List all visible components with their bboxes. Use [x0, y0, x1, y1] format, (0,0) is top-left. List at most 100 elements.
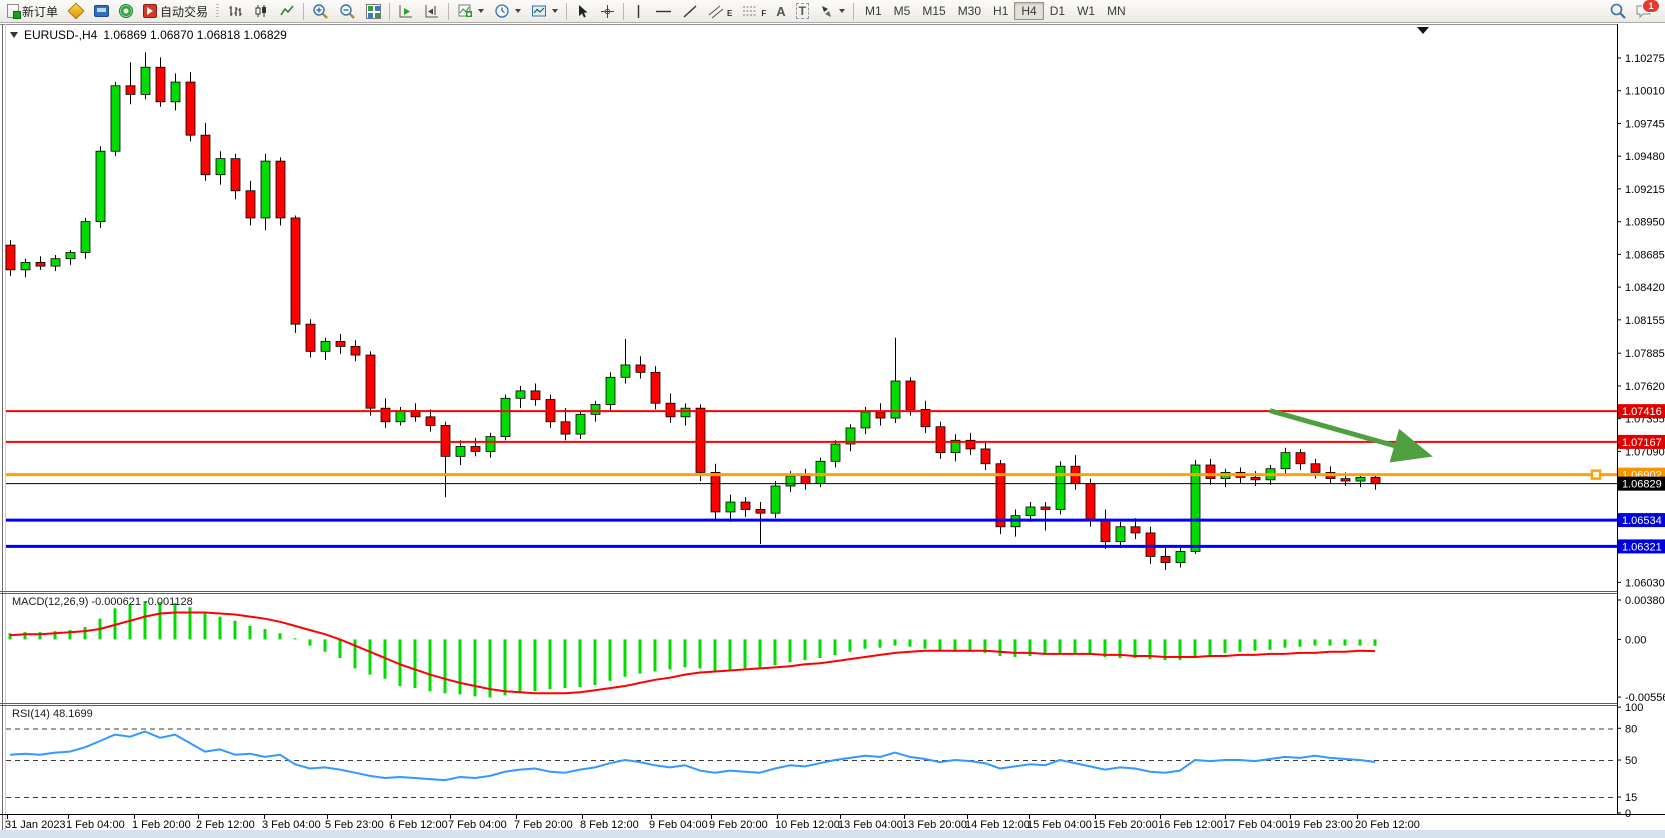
- crosshair-tool-button[interactable]: [595, 2, 620, 20]
- symbol-dropdown-icon[interactable]: [10, 32, 18, 38]
- cursor-tool-button[interactable]: [570, 2, 595, 20]
- horizontal-line-tool-button[interactable]: [650, 2, 677, 20]
- text-label-tool-button[interactable]: T: [791, 2, 814, 20]
- macd-histogram-bar: [38, 632, 42, 640]
- price-tick-label: 1.08155: [1625, 315, 1665, 327]
- time-tick-label: 7 Feb 20:00: [514, 819, 573, 831]
- toolbar-separator: [566, 2, 568, 20]
- tf-m15-button[interactable]: M15: [922, 4, 946, 18]
- trendline-icon: [683, 4, 697, 18]
- macd-histogram-bar: [998, 639, 1002, 656]
- search-icon[interactable]: [1609, 2, 1627, 20]
- macd-histogram-bar: [1358, 639, 1362, 646]
- time-tick-label: 15 Feb 04:00: [1027, 819, 1092, 831]
- time-tick-label: 9 Feb 20:00: [709, 819, 768, 831]
- rsi-indicator-label: RSI(14) 48.1699: [12, 708, 93, 720]
- candle-body: [1085, 483, 1096, 520]
- indicators-button[interactable]: [452, 2, 489, 20]
- tf-h4-button[interactable]: H4: [1014, 2, 1044, 20]
- tf-d1-button[interactable]: D1: [1049, 4, 1066, 18]
- macd-histogram-bar: [803, 639, 807, 661]
- line-chart-button[interactable]: [274, 2, 300, 20]
- bar-chart-button[interactable]: [222, 2, 248, 20]
- equidistant-channel-tool-button[interactable]: E: [703, 2, 737, 20]
- notifications-button[interactable]: 1: [1635, 0, 1660, 19]
- macd-layer: [8, 601, 1377, 698]
- tf-mn-button[interactable]: MN: [1107, 4, 1126, 18]
- zoom-in-button[interactable]: [307, 2, 334, 20]
- periods-button[interactable]: [489, 2, 526, 20]
- macd-histogram-bar: [743, 639, 747, 669]
- candle-body: [1250, 476, 1261, 481]
- auto-scroll-button[interactable]: [393, 2, 419, 20]
- candle-body: [500, 397, 511, 437]
- candle-body: [290, 217, 301, 325]
- chart-symbol-period: EURUSD-,H4: [24, 28, 98, 42]
- metaeditor-button[interactable]: [63, 2, 89, 20]
- candle-body: [785, 475, 796, 487]
- hline-price-tag-text: 1.07416: [1622, 406, 1662, 418]
- candle-body: [905, 380, 916, 410]
- macd-histogram-bar: [233, 620, 237, 640]
- macd-histogram-bar: [623, 639, 627, 677]
- candle-body: [1160, 556, 1171, 563]
- candle-body: [680, 407, 691, 418]
- macd-histogram-bar: [1058, 639, 1062, 653]
- tile-windows-button[interactable]: [361, 2, 386, 20]
- trend-arrow-annotation: [1269, 408, 1433, 463]
- tf-m30-button[interactable]: M30: [957, 4, 982, 18]
- time-tick-label: 3 Feb 04:00: [262, 819, 321, 831]
- candle-body: [725, 501, 736, 513]
- tf-m5-button[interactable]: M5: [893, 4, 911, 18]
- time-axis[interactable]: 31 Jan 2023 1 Feb 04:00 1 Feb 20:00 2 Feb 1…: [0, 814, 1665, 832]
- trendline-tool-button[interactable]: [677, 2, 703, 20]
- macd-histogram-bar: [308, 639, 312, 646]
- macd-histogram-bar: [1163, 639, 1167, 661]
- macd-histogram-bar: [398, 639, 402, 687]
- macd-histogram-bar: [533, 639, 537, 692]
- candle-body: [980, 448, 991, 465]
- macd-histogram-bar: [1283, 639, 1287, 648]
- candle-body: [350, 346, 361, 356]
- price-tick-label: 1.07090: [1625, 446, 1665, 458]
- macd-histogram-bar: [1148, 639, 1152, 660]
- tf-m1-button[interactable]: M1: [865, 4, 882, 18]
- autotrading-button[interactable]: 自动交易: [138, 2, 213, 20]
- macd-histogram-bar: [248, 625, 252, 640]
- chart-collapse-arrow-icon[interactable]: [1417, 27, 1429, 34]
- arrows-tool-button[interactable]: [814, 2, 850, 20]
- hline-objects[interactable]: [6, 410, 1617, 548]
- time-tick-label: 1 Feb 04:00: [66, 819, 125, 831]
- templates-button[interactable]: [526, 2, 563, 20]
- indicators-icon: [458, 4, 473, 17]
- text-tool-button[interactable]: A: [771, 2, 790, 20]
- candle-body: [740, 501, 751, 510]
- candlestick-chart-button[interactable]: [248, 2, 274, 20]
- price-axis[interactable]: 1.10275 1.10010 1.09745 1.09480 1.09215 1.089…: [1617, 24, 1665, 830]
- macd-histogram-bar: [1253, 639, 1257, 651]
- chart-canvas[interactable]: 1.10275 1.10010 1.09745 1.09480 1.09215 1.089…: [0, 24, 1665, 838]
- chart-shift-button[interactable]: [419, 2, 445, 20]
- time-tick-label: 15 Feb 20:00: [1093, 819, 1158, 831]
- macd-histogram-bar: [983, 639, 987, 653]
- price-tick-label: 1.06030: [1625, 577, 1665, 589]
- candle-body: [890, 380, 901, 419]
- signals-button[interactable]: [114, 2, 138, 20]
- fibonacci-tool-button[interactable]: F: [737, 2, 771, 20]
- hline-price-tag: [1618, 513, 1665, 528]
- macd-histogram-bar: [1268, 639, 1272, 650]
- channel-letter: E: [727, 9, 733, 18]
- dropdown-caret: [552, 9, 559, 13]
- text-label-icon: T: [795, 3, 809, 19]
- candle-body: [965, 439, 976, 450]
- tf-h1-button[interactable]: H1: [993, 4, 1009, 18]
- hline-price-tag: [1618, 434, 1665, 449]
- vertical-line-tool-button[interactable]: [627, 2, 650, 20]
- time-tick-label: 13 Feb 04:00: [838, 819, 903, 831]
- macd-histogram-bar: [1073, 639, 1077, 653]
- new-order-button[interactable]: 新订单: [2, 2, 63, 20]
- time-tick-label: 9 Feb 04:00: [649, 819, 708, 831]
- virtual-hosting-button[interactable]: [89, 2, 114, 20]
- tf-w1-button[interactable]: W1: [1077, 4, 1096, 18]
- zoom-out-button[interactable]: [334, 2, 361, 20]
